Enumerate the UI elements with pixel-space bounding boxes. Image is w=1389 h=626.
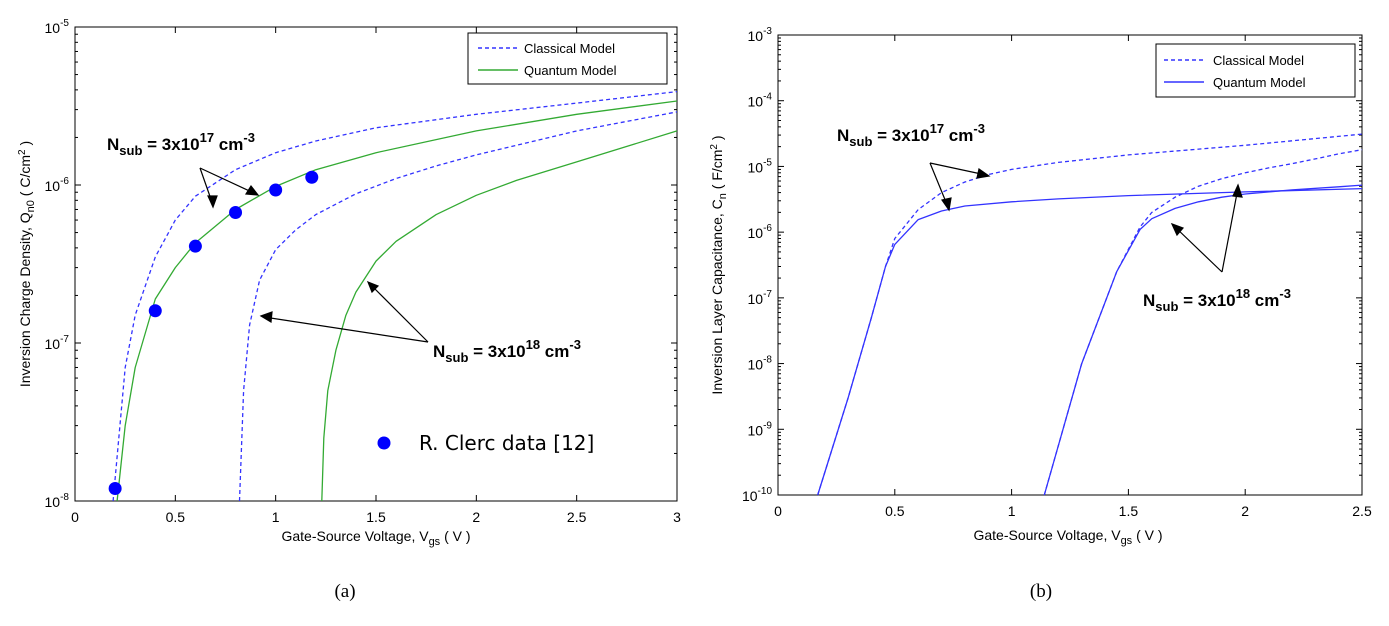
y-tick-label: 10-9 [748, 420, 773, 438]
data-legend-label: R. Clerc data [12] [419, 431, 594, 455]
series-line-quantum [321, 130, 678, 502]
data-legend-marker [377, 436, 391, 450]
x-axis-label-a: Gate-Source Voltage, Vgs ( V ) [281, 528, 470, 548]
legend-a: Classical Model Quantum Model [467, 32, 668, 85]
x-tick-label: 1.5 [1119, 503, 1139, 519]
legend-label-quantum-a: Quantum Model [524, 63, 617, 78]
caption-b: (b) [1030, 581, 1052, 602]
x-tick-label: 0 [71, 509, 79, 525]
y-tick-label: 10-8 [748, 355, 773, 373]
data-points-a [108, 170, 319, 495]
annotation-arrows-17-b [929, 162, 991, 212]
series-b [817, 133, 1363, 496]
annotation-arrows-18-a [259, 280, 429, 343]
y-tick-label: 10-6 [45, 176, 70, 194]
data-point [229, 205, 243, 219]
annotation-arrows-17-a [199, 167, 260, 209]
panel-b: 0 0.5 1 1.5 2 2.5 10-1010-910-810-710-610-510… [709, 26, 1372, 602]
legend-label-classical-b: Classical Model [1213, 53, 1304, 68]
plot-area-b [777, 34, 1363, 496]
legend-label-quantum-b: Quantum Model [1213, 75, 1306, 90]
axis-ticks-a [74, 26, 678, 502]
annotation-arrows-18-b [1170, 183, 1243, 273]
y-tick-label: 10-5 [748, 157, 773, 175]
y-tick-label: 10-4 [748, 92, 773, 110]
annotation-nsub-18-a: Nsub = 3x1018 cm-3 [433, 337, 581, 365]
data-point [188, 239, 202, 253]
data-point [108, 481, 122, 495]
data-point [269, 183, 283, 197]
y-axis-label-a: Inversion Charge Density, Qn0 ( C/cm2 ) [17, 141, 37, 387]
x-tick-label: 0 [774, 503, 782, 519]
annotation-nsub-17-a: Nsub = 3x1017 cm-3 [107, 130, 255, 158]
x-tick-label: 1 [1008, 503, 1016, 519]
series-line-classical [238, 111, 678, 502]
annotation-nsub-18-b: Nsub = 3x1018 cm-3 [1143, 286, 1291, 314]
x-tick-label: 1 [272, 509, 280, 525]
legend-b: Classical Model Quantum Model [1155, 43, 1356, 98]
legend-label-classical-a: Classical Model [524, 41, 615, 56]
axis-ticks-b [777, 34, 1363, 496]
panel-a: 0 0.5 1 1.5 2 2.5 3 10-8 10-7 10-6 10-5 Classical… [17, 18, 681, 602]
x-tick-labels-a: 0 0.5 1 1.5 2 2.5 3 [71, 509, 681, 525]
y-tick-label: 10-10 [742, 486, 772, 504]
y-tick-labels-b: 10-10 10-9 10-8 10-7 10-6 10-5 10-4 10-3 [742, 26, 772, 504]
x-tick-label: 1.5 [366, 509, 386, 525]
plot-area-a [74, 26, 678, 502]
y-tick-label: 10-7 [748, 289, 773, 307]
data-point [305, 170, 319, 184]
x-tick-label: 2.5 [1352, 503, 1372, 519]
series-line-classical [817, 133, 1363, 496]
y-tick-label: 10-7 [45, 334, 70, 352]
x-tick-label: 2 [1241, 503, 1249, 519]
caption-a: (a) [334, 581, 355, 602]
series-line-quantum [1043, 184, 1363, 496]
series-line-quantum [817, 187, 1363, 496]
y-tick-label: 10-5 [45, 18, 70, 36]
x-tick-label: 3 [673, 509, 681, 525]
annotation-nsub-17-b: Nsub = 3x1017 cm-3 [837, 121, 985, 149]
x-tick-label: 0.5 [166, 509, 186, 525]
x-tick-labels-b: 0 0.5 1 1.5 2 2.5 [774, 503, 1372, 519]
data-point [148, 304, 162, 318]
x-tick-label: 0.5 [885, 503, 905, 519]
x-axis-label-b: Gate-Source Voltage, Vgs ( V ) [973, 527, 1162, 547]
y-tick-label: 10-6 [748, 223, 773, 241]
series-line-classical [112, 90, 678, 502]
x-tick-label: 2 [472, 509, 480, 525]
x-tick-label: 2.5 [567, 509, 587, 525]
y-tick-labels-a: 10-8 10-7 10-6 10-5 [45, 18, 70, 510]
y-axis-label-b: Inversion Layer Capacitance, Cn ( F/cm2 … [709, 135, 729, 394]
y-tick-label: 10-8 [45, 492, 70, 510]
y-tick-label: 10-3 [748, 26, 773, 44]
